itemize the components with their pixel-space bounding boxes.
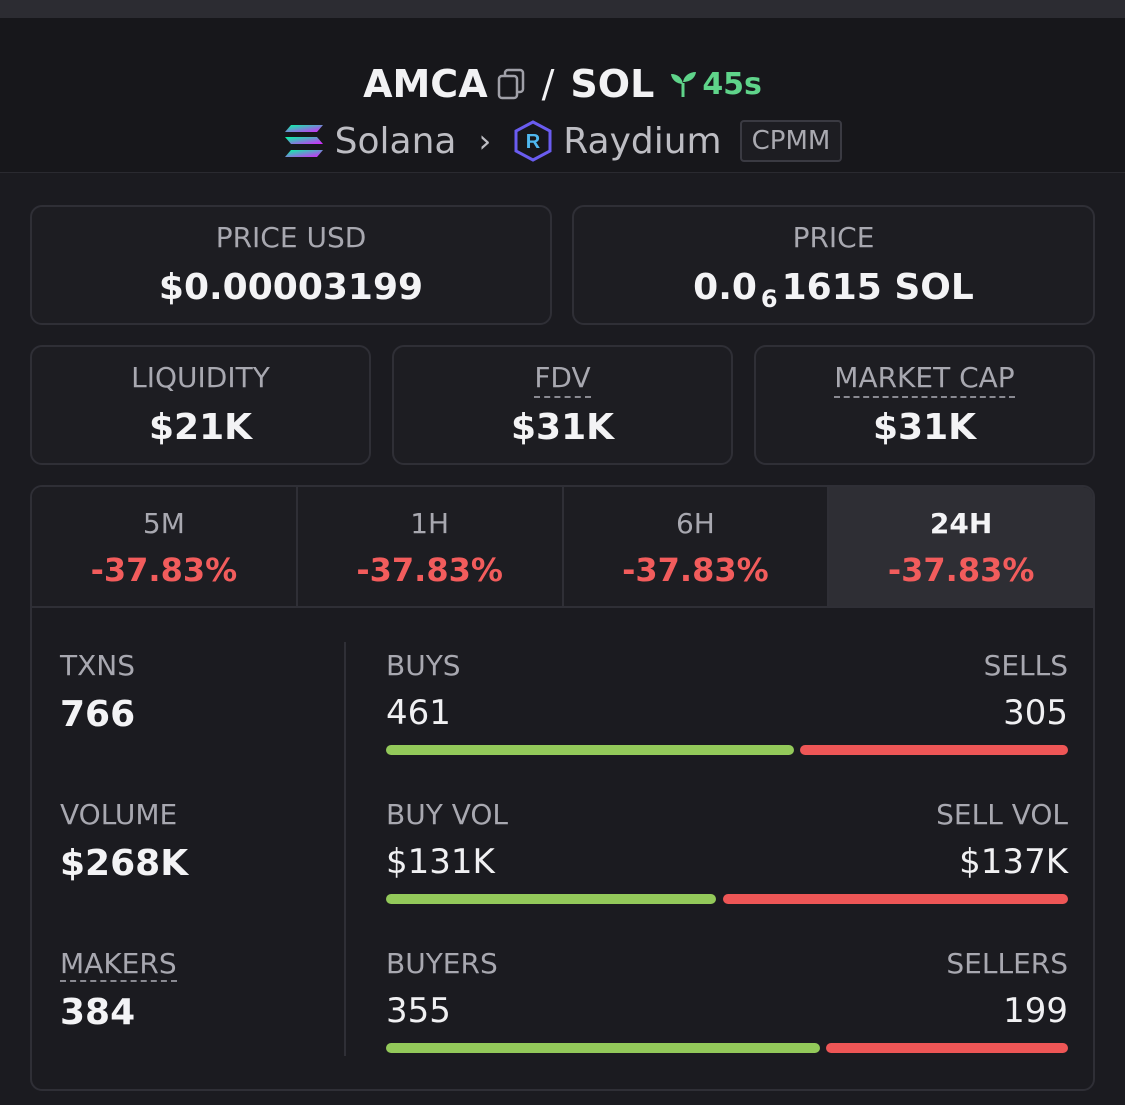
volume-split: BUY VOL SELL VOL $131K $137K (386, 798, 1068, 904)
price-native-card: PRICE 0.0 6 1615 SOL (572, 205, 1095, 325)
makers-value: 384 (60, 992, 136, 1033)
pair-separator: / (541, 62, 555, 106)
age-value: 45s (702, 66, 762, 102)
fdv-value: $31K (510, 407, 615, 448)
sellers-value: 199 (1003, 991, 1068, 1031)
buys-label: BUYS (386, 649, 461, 682)
tab-24h[interactable]: 24H -37.83% (829, 487, 1093, 606)
buy-bar (386, 1043, 821, 1053)
liquidity-label: LIQUIDITY (131, 361, 270, 394)
liquidity-card: LIQUIDITY $21K (30, 345, 371, 465)
tab-change: -37.83% (622, 551, 769, 589)
tab-change: -37.83% (356, 551, 503, 589)
tab-6h[interactable]: 6H -37.83% (563, 487, 830, 606)
buy-bar (386, 894, 717, 904)
sell-vol-value: $137K (959, 842, 1068, 882)
price-zero-count: 6 (760, 285, 778, 313)
liquidity-value: $21K (148, 407, 253, 448)
tab-label: 1H (410, 507, 450, 540)
sell-bar (799, 745, 1068, 755)
sellers-label: SELLERS (946, 947, 1068, 980)
volume-label: VOLUME (60, 798, 178, 831)
tab-1h[interactable]: 1H -37.83% (297, 487, 564, 606)
solana-logo-icon (283, 123, 325, 159)
tab-5m[interactable]: 5M -37.83% (32, 487, 298, 606)
svg-text:R: R (526, 131, 541, 153)
sells-value: 305 (1003, 693, 1068, 733)
pair-age: 45s (668, 67, 762, 102)
makers-stat[interactable]: MAKERS 384 (60, 947, 177, 1033)
price-prefix: 0.0 (693, 267, 757, 308)
buyers-label: BUYERS (386, 947, 498, 980)
sells-label: SELLS (983, 649, 1068, 682)
pool-type-badge: CPMM (739, 120, 843, 162)
volume-value: $268K (60, 843, 189, 884)
fdv-label: FDV (394, 361, 731, 398)
price-unit: SOL (894, 267, 974, 308)
buys-value: 461 (386, 693, 451, 733)
tab-label: 5M (142, 507, 185, 540)
sell-bar (722, 894, 1068, 904)
price-usd-label: PRICE USD (215, 221, 367, 254)
price-digits: 1615 (781, 267, 882, 308)
timeframe-tabs: 5M -37.83% 1H -37.83% 6H -37.83% 24H -37… (32, 487, 1093, 608)
chevron-right-icon: › (478, 122, 492, 160)
top-strip (0, 0, 1125, 18)
market-cap-card[interactable]: MARKET CAP $31K (754, 345, 1095, 465)
makers-label: MAKERS (60, 947, 177, 982)
makers-ratio-bar (386, 1043, 1068, 1053)
buy-vol-label: BUY VOL (386, 798, 509, 831)
sprout-icon (671, 72, 697, 97)
buyers-value: 355 (386, 991, 451, 1031)
pair-header: AMCA / SOL 45s (0, 18, 1125, 173)
market-cap-label: MARKET CAP (756, 361, 1093, 398)
price-native-label: PRICE (792, 221, 875, 254)
stats-panel: 5M -37.83% 1H -37.83% 6H -37.83% 24H -37… (30, 485, 1095, 1091)
tab-label: 24H (929, 507, 993, 540)
makers-split: BUYERS SELLERS 355 199 (386, 947, 1068, 1053)
copy-icon[interactable] (496, 68, 526, 100)
volume-ratio-bar (386, 894, 1068, 904)
pair-title: AMCA / SOL 45s (0, 58, 1125, 110)
txns-stat: TXNS 766 (60, 649, 135, 735)
fdv-card[interactable]: FDV $31K (392, 345, 733, 465)
raydium-logo-icon: R (513, 120, 553, 162)
txns-value: 766 (60, 694, 136, 735)
txns-ratio-bar (386, 745, 1068, 755)
txns-split: BUYS SELLS 461 305 (386, 649, 1068, 755)
base-token: AMCA (363, 62, 488, 106)
price-usd-value: $0.00003199 (158, 267, 424, 308)
chain-name[interactable]: Solana (334, 120, 457, 162)
sell-vol-label: SELL VOL (936, 798, 1068, 831)
buy-vol-value: $131K (386, 842, 495, 882)
dex-name[interactable]: Raydium (563, 120, 722, 162)
pair-route: Solana › R Raydium CPMM (0, 116, 1125, 166)
price-native-value: 0.0 6 1615 SOL (574, 267, 1093, 313)
sell-bar (826, 1043, 1068, 1053)
buy-bar (386, 745, 794, 755)
market-cap-value: $31K (872, 407, 977, 448)
quote-token: SOL (570, 62, 655, 106)
column-divider (344, 642, 346, 1056)
tab-change: -37.83% (90, 551, 238, 589)
txns-label: TXNS (60, 649, 136, 682)
volume-stat: VOLUME $268K (60, 798, 188, 884)
tab-change: -37.83% (887, 551, 1035, 589)
price-usd-card: PRICE USD $0.00003199 (30, 205, 552, 325)
tab-label: 6H (675, 507, 715, 540)
